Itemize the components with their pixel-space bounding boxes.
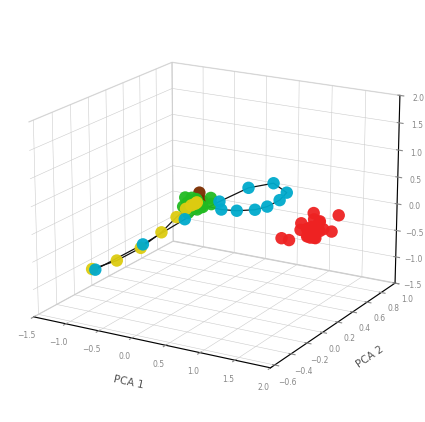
Y-axis label: PCA 2: PCA 2 — [354, 344, 385, 370]
X-axis label: PCA 1: PCA 1 — [112, 374, 144, 390]
